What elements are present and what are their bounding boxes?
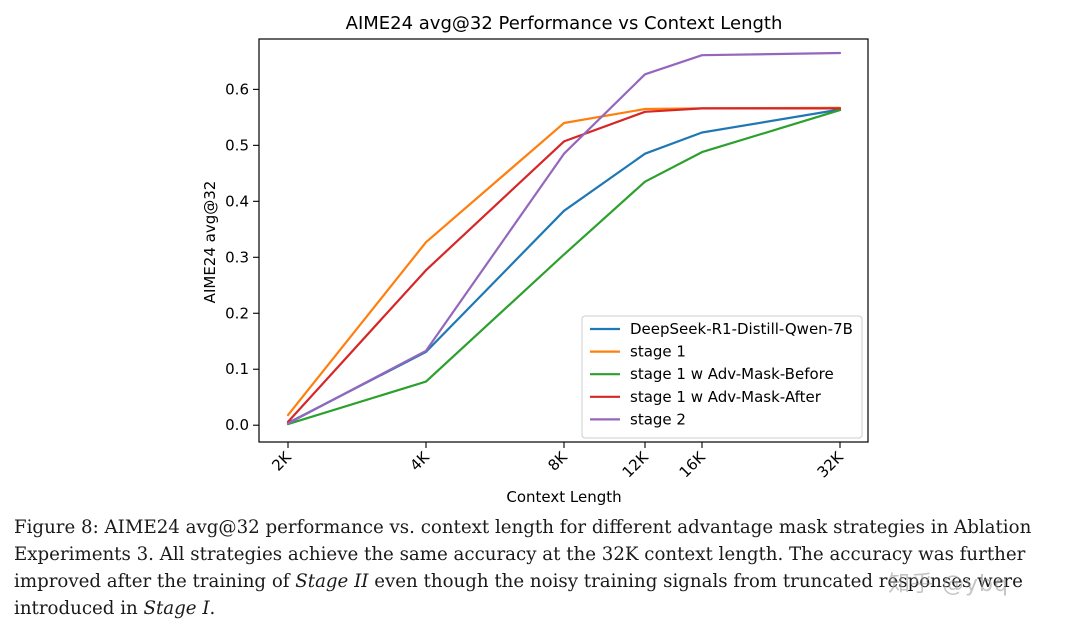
caption-line-1: Figure 8: AIME24 avg@32 performance vs. … [14,517,1032,538]
caption-stage-ii: Stage II [295,571,369,592]
legend: DeepSeek-R1-Distill-Qwen-7B stage 1 stage … [581,315,863,439]
legend-label-3: stage 1 w Adv-Mask-After [630,388,822,406]
series-line-3 [286,107,842,423]
x-axis: 2K 4K 8K 12K 16K 32K [268,442,848,481]
legend-label-2: stage 1 w Adv-Mask-Before [630,365,834,383]
plot-area [286,51,842,426]
watermark: 知乎 @ybq [888,572,1009,597]
y-tick-label-0: 0.0 [225,416,249,434]
caption-line-4-pre: introduced in [14,598,144,619]
figure-caption: Figure 8: AIME24 avg@32 performance vs. … [14,514,1074,622]
y-tick-label-6: 0.6 [225,80,249,98]
legend-label-0: DeepSeek-R1-Distill-Qwen-7B [630,320,853,338]
x-tick-label-2: 8K [544,447,571,474]
caption-stage-i: Stage I [143,598,210,619]
caption-line-3: improved after the training of Stage II … [14,568,1074,595]
legend-box [581,315,863,439]
y-axis: 0.0 0.1 0.2 0.3 0.4 0.5 0.6 [225,80,259,434]
y-tick-label-1: 0.1 [225,360,249,378]
caption-line-3-pre: improved after the training of [14,571,296,592]
x-tick-label-1: 4K [406,447,433,474]
x-tick-label-3: 12K [619,447,653,481]
y-tick-label-2: 0.2 [225,304,249,322]
line-chart: AIME24 avg@32 Performance vs Context Len… [201,13,869,505]
y-tick-label-4: 0.4 [225,192,249,210]
x-tick-label-4: 16K [676,447,710,481]
x-axis-label: Context Length [506,488,621,505]
x-tick-label-5: 32K [814,447,848,481]
series-line-2 [286,108,842,426]
caption-line-3-post: even though the noisy training signals f… [368,571,1023,592]
series-line-4 [286,51,842,425]
caption-line-2: Experiments 3. All strategies achieve th… [14,544,1026,565]
caption-line-4: introduced in Stage I. [14,595,1074,622]
y-axis-label: AIME24 avg@32 [201,181,219,304]
y-tick-label-3: 0.3 [225,248,249,266]
caption-line-4-post: . [209,598,216,619]
y-tick-label-5: 0.5 [225,136,249,154]
chart-title: AIME24 avg@32 Performance vs Context Len… [346,13,783,34]
legend-label-1: stage 1 [630,343,686,361]
x-tick-label-0: 2K [268,447,295,474]
legend-label-4: stage 2 [630,410,686,428]
